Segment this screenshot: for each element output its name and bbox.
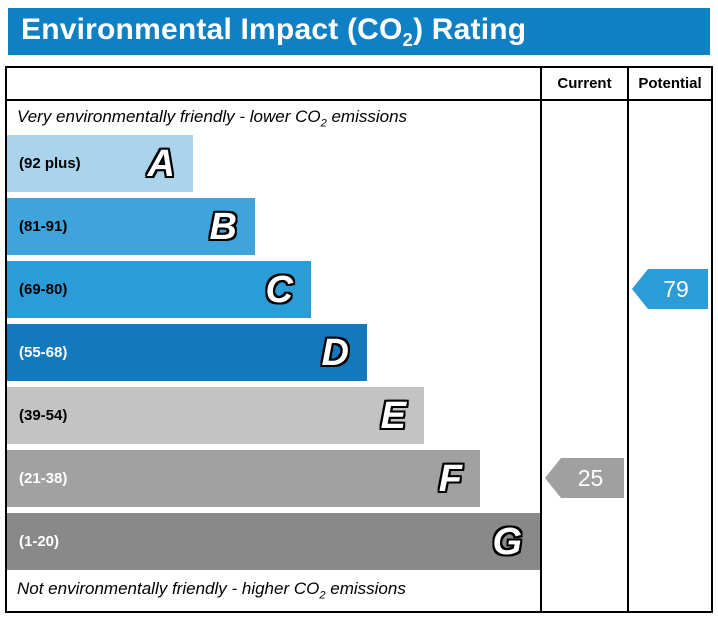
band-range-label-g: (1-20) [19,533,60,550]
bottom-note-post: emissions [325,578,406,598]
page-title: Environmental Impact (CO2) Rating [21,13,526,51]
band-range-label-d: (55-68) [19,344,68,361]
band-range-label-b: (81-91) [19,218,68,235]
top-note: Very environmentally friendly - lower CO… [7,101,540,135]
band-chart-area: Very environmentally friendly - lower CO… [7,101,540,611]
band-row-b: (81-91) B [7,198,255,255]
top-note-pre: Very environmentally friendly - lower CO [17,106,321,126]
page-title-text: Environmental Impact (CO [21,12,403,46]
current-rating-arrow: 25 [545,458,624,498]
band-list: (92 plus) A (81-91) B (69-80) C (55-68) … [7,135,540,570]
band-range-label-e: (39-54) [19,407,68,424]
header-potential: Potential [627,68,711,101]
band-letter-a: A [147,142,175,185]
rating-table: Current Potential Very environmentally f… [5,66,713,613]
bottom-note-pre: Not environmentally friendly - higher CO [17,578,320,598]
bottom-note-sub: 2 [319,589,326,602]
potential-rating-arrow: 79 [632,269,708,309]
current-column: 25 [540,101,627,611]
top-note-post: emissions [326,106,408,126]
band-row-d: (55-68) D [7,324,367,381]
co2-subscript: 2 [402,28,414,50]
top-note-text: Very environmentally friendly - lower CO… [17,107,407,129]
bottom-note-text: Not environmentally friendly - higher CO… [17,579,406,601]
band-letter-b: B [209,205,237,248]
header-current: Current [540,68,627,101]
band-row-c: (69-80) C [7,261,311,318]
potential-column: 79 [627,101,711,611]
band-row-e: (39-54) E [7,387,424,444]
title-bar: Environmental Impact (CO2) Rating [8,8,710,55]
band-letter-g: G [492,520,522,563]
band-range-label-c: (69-80) [19,281,68,298]
band-letter-f: F [438,457,462,500]
page-title-text-end: ) Rating [413,12,527,46]
band-range-label-f: (21-38) [19,470,68,487]
band-row-a: (92 plus) A [7,135,193,192]
band-letter-c: C [265,268,293,311]
band-letter-d: D [321,331,349,374]
potential-rating-value: 79 [663,275,689,302]
band-row-g: (1-20) G [7,513,540,570]
bottom-note: Not environmentally friendly - higher CO… [7,570,540,610]
header-main-cell [7,68,540,101]
current-rating-value: 25 [577,464,604,491]
top-note-sub: 2 [320,117,327,130]
band-letter-e: E [380,394,406,437]
band-range-label-a: (92 plus) [19,155,81,172]
band-row-f: (21-38) F [7,450,480,507]
